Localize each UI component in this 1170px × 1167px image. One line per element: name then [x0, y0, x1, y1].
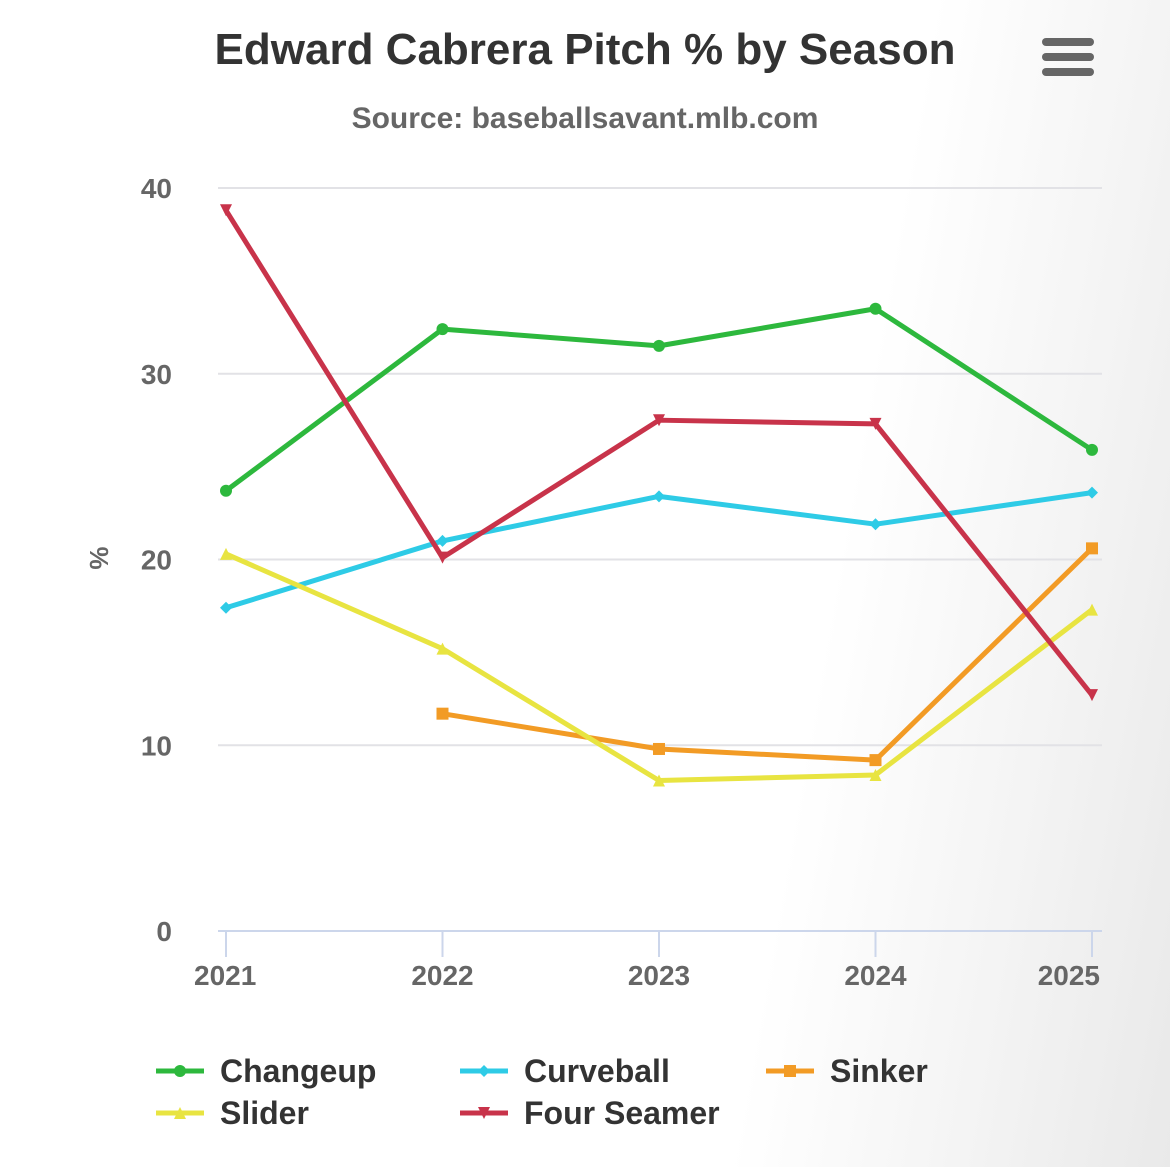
data-point[interactable]	[653, 414, 665, 427]
legend-label: Changeup	[220, 1053, 376, 1089]
data-point[interactable]	[1086, 603, 1098, 616]
x-axis: 2021 2022 2023 2024 2025	[194, 930, 1102, 991]
series-line[interactable]	[223, 306, 1095, 494]
legend-label: Sinker	[830, 1053, 928, 1089]
legend-marker[interactable]	[174, 1107, 186, 1119]
data-point[interactable]	[436, 707, 449, 720]
legend-marker[interactable]	[174, 1065, 186, 1077]
data-point[interactable]	[1086, 443, 1098, 456]
legend-item-sinker[interactable]: Sinker	[766, 1053, 928, 1089]
chart-title: Edward Cabrera Pitch % by Season	[215, 25, 956, 74]
data-point[interactable]	[436, 551, 449, 564]
x-tick-label: 2022	[411, 960, 473, 991]
y-tick-label: 40	[141, 173, 172, 204]
data-point[interactable]	[653, 490, 665, 503]
grid-lines	[218, 187, 1102, 747]
y-axis-label: %	[84, 546, 114, 569]
y-tick-label: 10	[141, 730, 172, 761]
legend-marker[interactable]	[784, 1065, 796, 1077]
data-point[interactable]	[869, 302, 882, 315]
series-lines	[220, 204, 1099, 787]
series-line[interactable]	[440, 545, 1095, 763]
legend-item-slider[interactable]: Slider	[156, 1095, 309, 1131]
data-point[interactable]	[1086, 689, 1098, 702]
series-changeup[interactable]	[220, 302, 1098, 497]
chart-subtitle: Source: baseballsavant.mlb.com	[352, 102, 819, 135]
data-point[interactable]	[653, 742, 665, 755]
data-point[interactable]	[869, 754, 882, 767]
data-point[interactable]	[1086, 542, 1098, 555]
data-point[interactable]	[869, 768, 882, 781]
series-sinker[interactable]	[436, 542, 1099, 767]
x-tick-label: 2021	[194, 960, 256, 991]
series-curveball[interactable]	[220, 486, 1098, 614]
data-point[interactable]	[436, 323, 449, 336]
legend-item-curveball[interactable]: Curveball	[460, 1053, 670, 1089]
series-four-seamer[interactable]	[220, 204, 1098, 702]
data-point[interactable]	[653, 339, 665, 352]
data-point[interactable]	[220, 547, 232, 560]
y-axis-ticks: 0 10 20 30 40	[141, 173, 172, 947]
y-tick-label: 20	[141, 545, 172, 576]
legend-marker[interactable]	[478, 1065, 490, 1077]
legend-label: Slider	[220, 1095, 309, 1131]
data-point[interactable]	[869, 518, 882, 531]
y-tick-label: 0	[156, 916, 172, 947]
legend-item-four-seamer[interactable]: Four Seamer	[460, 1095, 720, 1131]
data-point[interactable]	[220, 484, 232, 497]
data-point[interactable]	[220, 601, 232, 614]
data-point[interactable]	[869, 417, 882, 430]
series-slider[interactable]	[220, 547, 1098, 787]
legend-label: Curveball	[524, 1053, 670, 1089]
series-line[interactable]	[223, 490, 1095, 611]
x-tick-label: 2025	[1038, 960, 1100, 991]
series-line[interactable]	[223, 207, 1095, 698]
legend-marker[interactable]	[478, 1107, 490, 1119]
y-tick-label: 30	[141, 359, 172, 390]
hamburger-menu-icon[interactable]	[1040, 36, 1096, 76]
data-point[interactable]	[653, 774, 665, 787]
legend-label: Four Seamer	[524, 1095, 720, 1131]
legend: Changeup Curveball Sinker Slider Four Seamer	[156, 1053, 928, 1131]
data-point[interactable]	[1086, 486, 1098, 499]
x-tick-label: 2023	[628, 960, 690, 991]
data-point[interactable]	[436, 534, 449, 547]
legend-item-changeup[interactable]: Changeup	[156, 1053, 376, 1089]
data-point[interactable]	[220, 204, 232, 217]
x-tick-label: 2024	[844, 960, 907, 991]
data-point[interactable]	[436, 642, 449, 655]
